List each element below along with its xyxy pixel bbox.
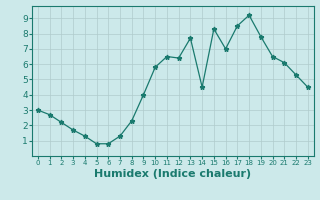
X-axis label: Humidex (Indice chaleur): Humidex (Indice chaleur)	[94, 169, 252, 179]
